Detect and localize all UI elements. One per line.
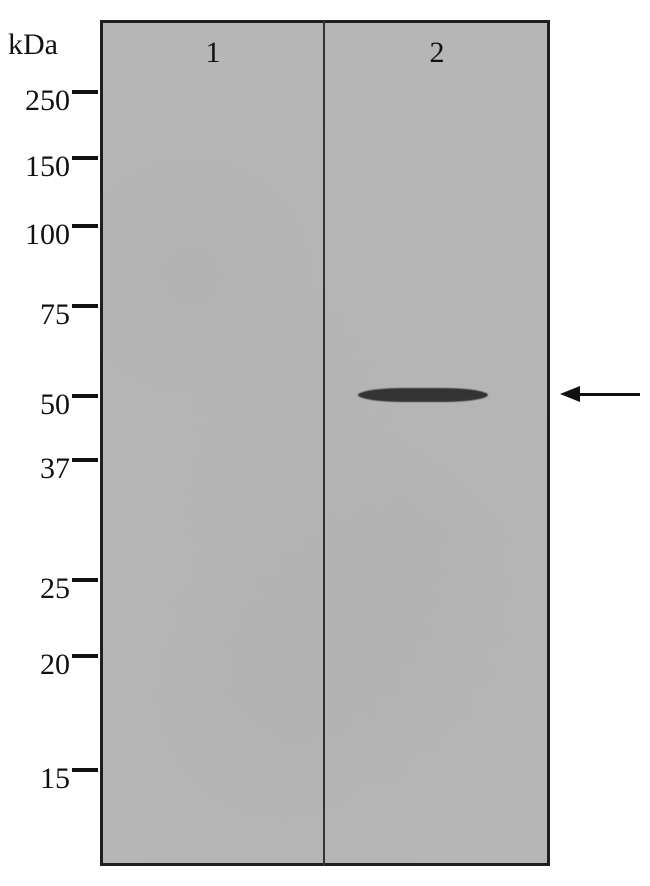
y-tick-label-1: 150 [0, 150, 70, 184]
protein-band-lane2 [358, 388, 488, 402]
lane-separator [323, 20, 325, 866]
y-tick-label-3: 75 [0, 298, 70, 332]
y-tick-label-2: 100 [0, 218, 70, 252]
y-tick-label-6: 25 [0, 572, 70, 606]
membrane-texture [103, 23, 547, 863]
y-tick-label-8: 15 [0, 762, 70, 796]
y-tick-mark-6 [72, 578, 98, 582]
y-tick-mark-7 [72, 654, 98, 658]
y-tick-label-7: 20 [0, 648, 70, 682]
y-tick-mark-4 [72, 394, 98, 398]
y-tick-mark-2 [72, 224, 98, 228]
y-tick-label-4: 50 [0, 388, 70, 422]
y-tick-mark-8 [72, 768, 98, 772]
lane-label-1: 1 [193, 36, 233, 70]
blot-membrane [100, 20, 550, 866]
y-tick-mark-3 [72, 304, 98, 308]
y-axis-unit-label: kDa [8, 28, 58, 62]
lane-label-2: 2 [417, 36, 457, 70]
y-tick-label-5: 37 [0, 452, 70, 486]
arrow-shaft [580, 393, 640, 396]
y-tick-mark-5 [72, 458, 98, 462]
y-tick-mark-0 [72, 90, 98, 94]
y-tick-label-0: 250 [0, 84, 70, 118]
arrow-head-icon [560, 386, 580, 402]
western-blot-figure: kDa 250 150 100 75 50 37 25 20 15 [0, 0, 650, 886]
y-tick-mark-1 [72, 156, 98, 160]
